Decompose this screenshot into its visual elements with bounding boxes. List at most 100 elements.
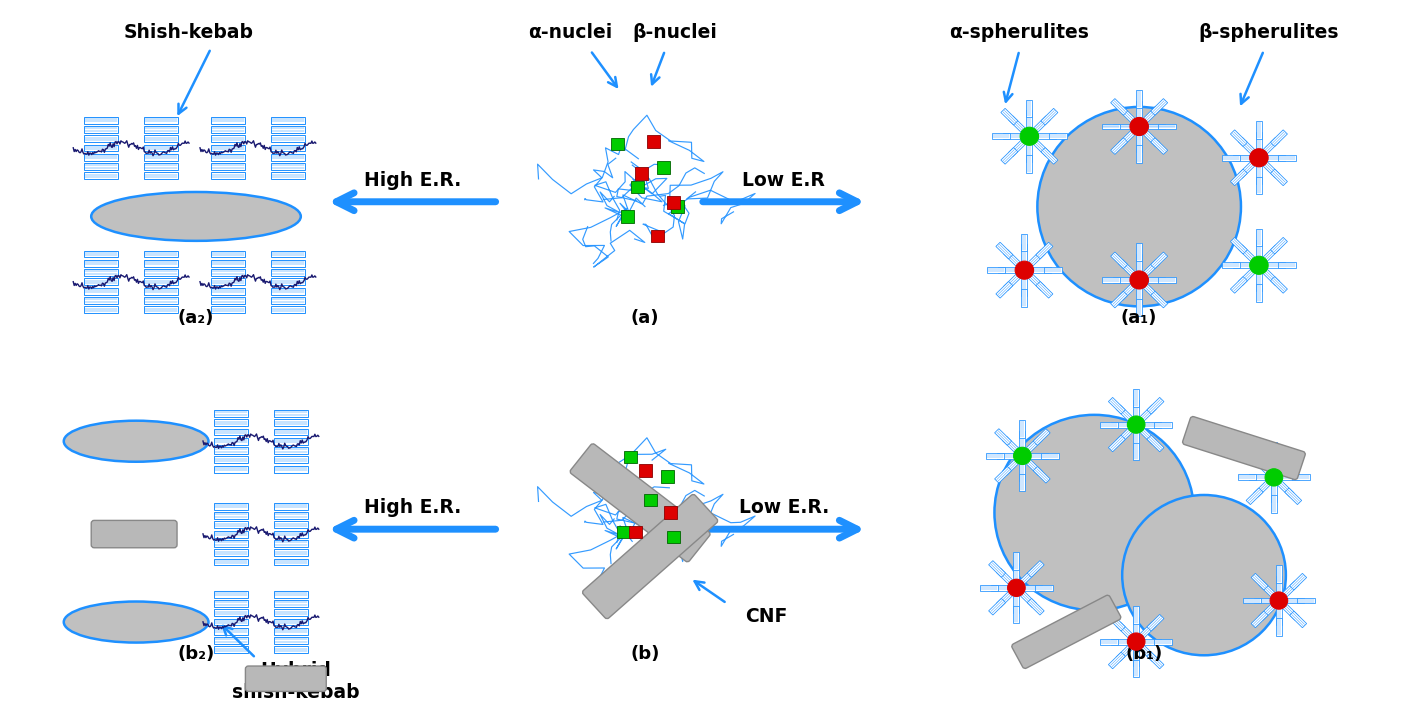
Bar xyxy=(211,279,245,285)
Text: High E.R.: High E.R. xyxy=(364,171,461,190)
Bar xyxy=(214,637,248,644)
Circle shape xyxy=(994,415,1194,610)
Bar xyxy=(1032,267,1051,273)
Bar xyxy=(631,181,644,193)
Bar xyxy=(271,135,305,142)
Ellipse shape xyxy=(64,421,208,461)
Bar xyxy=(1116,645,1133,661)
FancyBboxPatch shape xyxy=(570,444,710,562)
Bar xyxy=(1271,453,1276,470)
Bar xyxy=(1143,130,1160,146)
Bar xyxy=(991,585,1010,591)
Bar xyxy=(1136,254,1141,272)
Bar xyxy=(657,161,669,174)
Text: Low E.R.: Low E.R. xyxy=(739,498,830,518)
Bar xyxy=(987,267,1005,273)
Bar xyxy=(1102,124,1120,129)
Bar xyxy=(1282,474,1299,481)
Bar xyxy=(621,210,634,223)
Bar xyxy=(1256,132,1262,149)
Bar xyxy=(214,628,248,635)
Bar xyxy=(211,288,245,294)
Bar xyxy=(635,167,648,180)
Bar xyxy=(274,419,308,426)
Bar xyxy=(1133,389,1139,407)
Bar xyxy=(1278,155,1296,161)
Bar xyxy=(274,600,308,607)
Text: High E.R.: High E.R. xyxy=(364,498,461,518)
FancyBboxPatch shape xyxy=(245,666,326,691)
Bar xyxy=(214,559,248,565)
Bar xyxy=(214,429,248,435)
Bar xyxy=(1256,177,1262,194)
FancyBboxPatch shape xyxy=(1183,417,1306,480)
Bar xyxy=(617,525,630,538)
Bar xyxy=(1147,652,1164,669)
Bar xyxy=(271,144,305,151)
Text: (b₁): (b₁) xyxy=(1126,645,1163,663)
Bar xyxy=(84,126,118,133)
Bar xyxy=(271,117,305,124)
Bar xyxy=(1151,252,1167,269)
Bar xyxy=(1100,422,1117,427)
Bar xyxy=(1254,481,1271,497)
Bar xyxy=(274,503,308,510)
Bar xyxy=(211,306,245,313)
Bar xyxy=(1008,140,1025,156)
Circle shape xyxy=(1020,127,1038,145)
Bar xyxy=(1278,458,1293,474)
Bar xyxy=(1003,459,1020,476)
Bar xyxy=(214,549,248,556)
Bar xyxy=(211,163,245,170)
Bar xyxy=(624,451,637,464)
Circle shape xyxy=(1008,579,1025,597)
FancyBboxPatch shape xyxy=(1012,595,1120,668)
FancyBboxPatch shape xyxy=(583,494,718,619)
Bar xyxy=(1001,108,1018,125)
Bar xyxy=(1262,245,1279,262)
Circle shape xyxy=(1265,469,1283,486)
Bar xyxy=(1147,277,1166,283)
Bar xyxy=(1249,474,1266,481)
Bar xyxy=(1001,148,1018,164)
Bar xyxy=(211,260,245,267)
Bar xyxy=(1109,614,1126,631)
Bar xyxy=(1286,598,1305,604)
Bar xyxy=(274,646,308,653)
Bar xyxy=(1028,250,1045,267)
Bar xyxy=(1136,146,1141,163)
Bar xyxy=(1143,422,1161,427)
Bar xyxy=(214,503,248,510)
Text: α-spherulites: α-spherulites xyxy=(950,23,1089,42)
Bar xyxy=(1133,617,1139,634)
Bar xyxy=(1276,608,1282,625)
Bar xyxy=(274,456,308,464)
Ellipse shape xyxy=(91,192,301,241)
Bar xyxy=(1004,274,1021,291)
Bar xyxy=(647,135,659,147)
Bar xyxy=(1271,277,1288,293)
Bar xyxy=(211,154,245,161)
Bar xyxy=(1102,277,1120,283)
Bar xyxy=(1133,400,1139,417)
Text: (b₂): (b₂) xyxy=(177,645,214,663)
Bar xyxy=(271,154,305,161)
Bar xyxy=(1143,260,1160,277)
Text: (b): (b) xyxy=(631,645,659,663)
Bar xyxy=(1014,552,1020,570)
Bar xyxy=(1020,474,1025,491)
Bar xyxy=(1136,90,1141,107)
Bar xyxy=(644,493,657,506)
Bar xyxy=(211,269,245,276)
Bar xyxy=(84,144,118,151)
Bar xyxy=(274,549,308,556)
Bar xyxy=(1278,481,1293,497)
Bar xyxy=(1021,279,1028,296)
Bar xyxy=(1136,243,1141,261)
Bar xyxy=(211,117,245,124)
Bar xyxy=(1238,245,1255,262)
Bar xyxy=(1020,431,1025,449)
Bar xyxy=(651,230,664,242)
Bar xyxy=(214,521,248,528)
Bar xyxy=(1024,585,1042,591)
